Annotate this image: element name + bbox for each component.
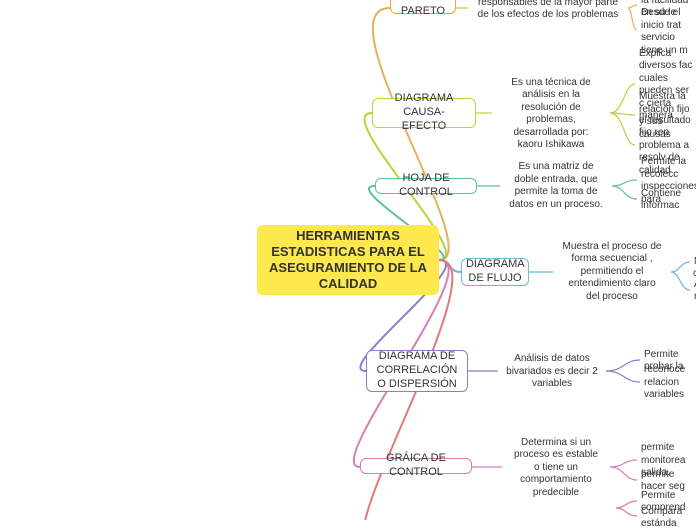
desc-hoja: Es una matriz de doble entrada, que perm… xyxy=(498,172,614,200)
leaf-correlacion-1: reconoce relacion variables xyxy=(640,374,696,392)
leaf-flujo-2: A m xyxy=(690,281,696,301)
connector xyxy=(616,508,637,516)
branch-causa-efecto[interactable]: DIAGRAMA CAUSA- EFECTO xyxy=(372,98,476,128)
connector xyxy=(610,84,635,113)
connector xyxy=(610,467,637,480)
branch-pareto[interactable]: DE PARETO xyxy=(390,0,456,14)
leaf-grafica-0: permite monitorea salida. xyxy=(637,452,696,470)
leaf-hoja-1: Contiene informac xyxy=(637,194,696,206)
leaf-grafica-1: permite hacer seg xyxy=(637,475,696,487)
connector xyxy=(671,262,690,272)
leaf-flujo-0: M xyxy=(690,256,696,268)
connector xyxy=(671,272,690,290)
branch-flujo[interactable]: DIAGRAMA DE FLUJO xyxy=(461,258,529,286)
leaf-pareto-1: Desde el inicio trat servicio tiene un m xyxy=(637,20,696,44)
connector xyxy=(610,460,637,467)
branch-hoja[interactable]: HOJA DE CONTROL xyxy=(375,178,477,194)
branch-grafica[interactable]: GRÁICA DE CONTROL xyxy=(360,458,472,474)
desc-causa-efecto: Es una técnica de análisis en la resoluc… xyxy=(490,96,612,132)
leaf-extra-1: Compara estánda xyxy=(637,512,696,524)
desc-correlacion: Análisis de datos bivariados es decir 2 … xyxy=(496,362,608,382)
connector xyxy=(606,371,640,382)
connector xyxy=(612,186,637,199)
desc-pareto: responsables de la mayor parte de los ef… xyxy=(464,0,632,20)
root-node[interactable]: HERRAMIENTAS ESTADISTICAS PARA EL ASEGUR… xyxy=(257,225,439,295)
desc-grafica: Determina si un proceso es estable o tie… xyxy=(500,454,612,482)
connector xyxy=(616,501,637,508)
desc-flujo: Muestra el proceso de forma secuencial ,… xyxy=(551,254,673,290)
connector xyxy=(373,8,449,260)
connector xyxy=(606,360,640,371)
connector xyxy=(612,180,637,186)
connector xyxy=(610,113,635,145)
branch-correlacion[interactable]: DIAGRAMA DE CORRELACIÓN O DISPERSIÓN xyxy=(366,350,468,392)
